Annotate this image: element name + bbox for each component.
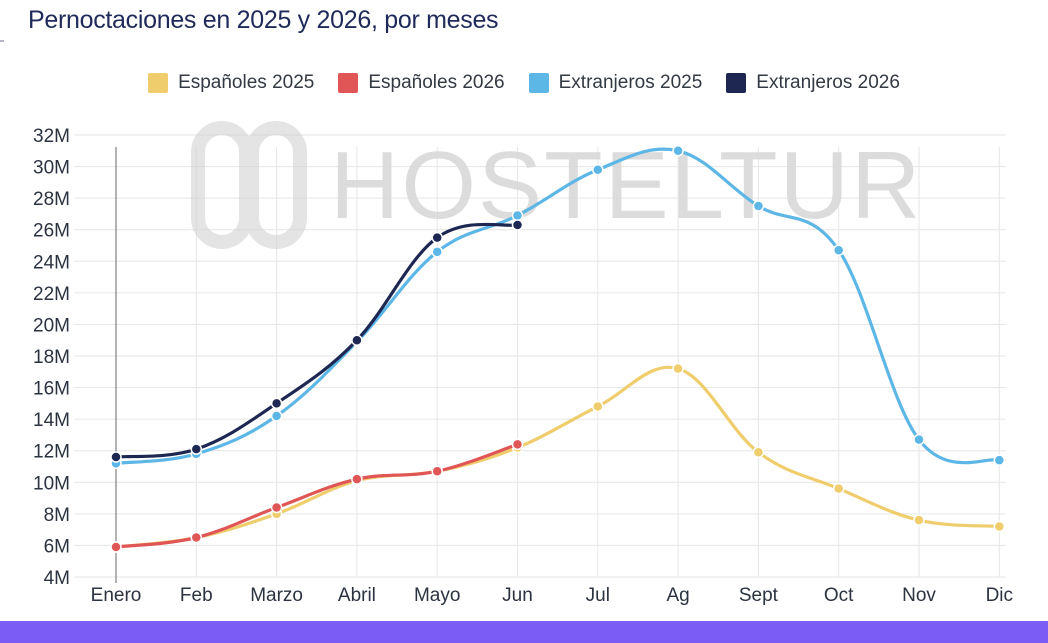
x-tick-label: Jul	[586, 585, 610, 606]
y-tick-label: 16M	[33, 379, 70, 400]
legend-swatch	[338, 73, 359, 93]
data-point	[270, 501, 283, 514]
y-tick-label: 14M	[33, 410, 70, 431]
x-tick-label: Mayo	[414, 585, 460, 606]
x-tick-label: Marzo	[250, 585, 303, 606]
data-point	[752, 200, 765, 212]
data-point	[752, 446, 765, 459]
data-point	[993, 454, 1006, 466]
data-point	[351, 473, 363, 485]
legend-swatch	[528, 73, 549, 93]
x-tick-label: Dic	[986, 585, 1013, 606]
y-tick-label: 28M	[33, 189, 70, 210]
series-line-espanoles-2026	[114, 442, 520, 549]
data-point	[592, 400, 604, 413]
data-point	[511, 219, 524, 231]
y-tick-label: 18M	[33, 347, 70, 368]
x-tick-label: Abril	[338, 585, 376, 606]
data-point	[270, 397, 283, 410]
x-tick-label: Ag	[666, 585, 689, 606]
data-point	[190, 443, 203, 455]
x-tick-label: Sept	[739, 585, 779, 606]
data-point	[190, 531, 203, 544]
chart-title: Pernoctaciones en 2025 y 2026, por meses	[28, 6, 499, 34]
series-espanoles-2026	[110, 438, 524, 553]
legend-item-extranjeros-2026[interactable]: Extranjeros 2026	[726, 72, 900, 94]
data-point	[431, 465, 443, 477]
data-point	[832, 482, 845, 495]
legend-item-extranjeros-2025[interactable]: Extranjeros 2025	[528, 72, 703, 94]
y-tick-label: 20M	[33, 315, 70, 336]
chart-legend: Españoles 2025 Españoles 2026 Extranjero…	[0, 72, 1048, 94]
y-tick-label: 30M	[33, 158, 70, 179]
series-espanoles-2025	[110, 362, 1006, 553]
data-point	[913, 514, 925, 526]
series-line-extranjeros-2026	[114, 222, 520, 459]
y-tick-label: 8M	[44, 505, 70, 526]
data-point	[592, 163, 604, 176]
data-point	[832, 244, 845, 256]
y-tick-label: 6M	[44, 536, 70, 557]
legend-label: Españoles 2025	[178, 72, 315, 93]
legend-label: Extranjeros 2025	[558, 72, 703, 93]
series-extranjeros-2026	[110, 219, 524, 463]
x-tick-label: Enero	[91, 585, 142, 606]
watermark-text: HOSTELTUR	[330, 132, 922, 239]
legend-item-espanoles-2025[interactable]: Españoles 2025	[148, 72, 314, 94]
data-point	[110, 451, 122, 463]
data-point	[351, 334, 363, 346]
corner-mark	[0, 40, 4, 42]
y-tick-label: 22M	[33, 284, 70, 305]
x-tick-label: Jun	[502, 585, 533, 606]
data-point	[431, 231, 443, 244]
legend-label: Españoles 2026	[368, 72, 505, 93]
data-point	[672, 145, 684, 157]
data-point	[913, 433, 925, 446]
y-tick-label: 4M	[44, 568, 70, 589]
x-tick-label: Nov	[902, 585, 936, 606]
data-point	[511, 209, 524, 222]
series	[110, 145, 1006, 553]
legend-swatch	[726, 73, 747, 93]
data-point	[110, 541, 122, 553]
legend-label: Extranjeros 2026	[756, 72, 900, 93]
x-tick-label: Feb	[180, 585, 213, 606]
legend-item-espanoles-2026[interactable]: Españoles 2026	[338, 72, 505, 94]
y-tick-label: 12M	[33, 442, 70, 463]
axes: 4M 6M 8M 10M 12M 14M 16M 18M 20M 22M 24M 26M 28M 30M 3…	[33, 126, 1013, 606]
x-tick-label: Oct	[824, 585, 854, 606]
data-point	[511, 438, 524, 451]
y-tick-label: 24M	[33, 252, 70, 273]
data-point	[431, 246, 443, 258]
data-point	[993, 520, 1006, 533]
hosteltur-logo-icon	[191, 121, 307, 249]
y-tick-label: 32M	[33, 126, 70, 147]
grid	[74, 134, 1006, 578]
bottom-bar	[0, 621, 1048, 643]
y-tick-label: 10M	[33, 473, 70, 494]
legend-swatch	[148, 73, 169, 93]
y-tick-label: 26M	[33, 221, 70, 242]
data-point	[672, 362, 684, 375]
data-point	[270, 410, 283, 422]
watermark: HOSTELTUR	[191, 121, 922, 249]
